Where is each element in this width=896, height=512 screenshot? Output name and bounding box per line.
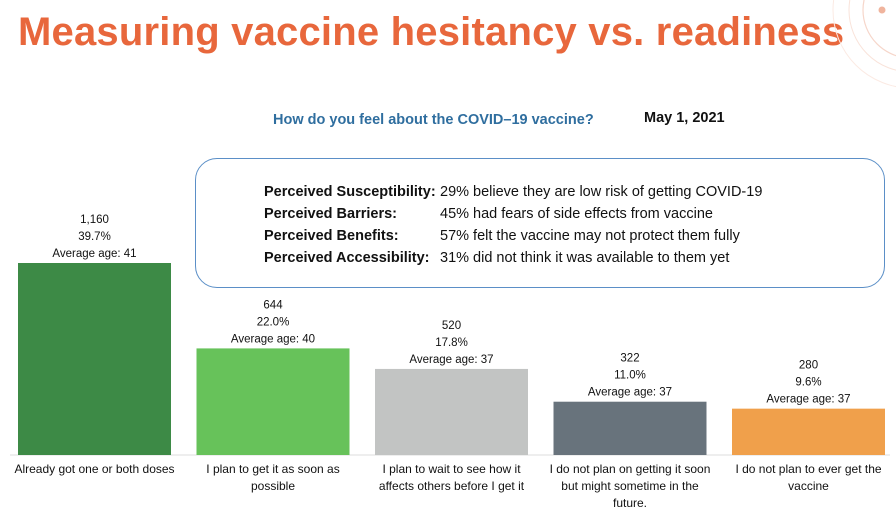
category-label-3: I plan to wait to see how it affects oth… bbox=[378, 462, 525, 493]
info-label: Perceived Susceptibility: bbox=[264, 184, 436, 200]
bar-2-age-label: Average age: 40 bbox=[231, 333, 315, 345]
bar-3-percent-label: 17.8% bbox=[435, 337, 468, 349]
bar-1 bbox=[18, 263, 171, 455]
health-belief-info-box: Perceived Susceptibility: 29% believe the… bbox=[195, 158, 885, 288]
bar-2 bbox=[196, 348, 350, 455]
info-row-accessibility: Perceived Accessibility: 31% did not thin… bbox=[264, 250, 729, 266]
bar-3-age-label: Average age: 37 bbox=[409, 354, 493, 366]
bar-3 bbox=[375, 368, 528, 455]
bar-5-age-label: Average age: 37 bbox=[766, 394, 850, 406]
bar-2-percent-label: 22.0% bbox=[257, 316, 290, 328]
chart-date: May 1, 2021 bbox=[644, 110, 725, 126]
bar-1-percent-label: 39.7% bbox=[78, 231, 111, 243]
bar-5 bbox=[732, 408, 885, 455]
info-value: 31% did not think it was available to th… bbox=[440, 250, 730, 266]
info-row-barriers: Perceived Barriers: 45% had fears of side… bbox=[264, 206, 713, 222]
bar-2-count-label: 644 bbox=[263, 299, 283, 311]
info-label: Perceived Barriers: bbox=[264, 206, 397, 222]
bar-4-age-label: Average age: 37 bbox=[588, 387, 672, 399]
bar-1-age-label: Average age: 41 bbox=[52, 248, 136, 260]
bar-4 bbox=[553, 401, 707, 455]
bar-4-percent-label: 11.0% bbox=[614, 370, 646, 382]
info-label: Perceived Benefits: bbox=[264, 228, 399, 244]
bar-1-count-label: 1,160 bbox=[80, 214, 109, 226]
info-value: 29% believe they are low risk of getting… bbox=[440, 184, 763, 200]
category-label-4: I do not plan on getting it soon but mig… bbox=[549, 462, 711, 510]
chart-title: How do you feel about the COVID–19 vacci… bbox=[273, 112, 594, 128]
decorative-arcs bbox=[832, 0, 896, 88]
bar-5-percent-label: 9.6% bbox=[795, 377, 821, 389]
page-title: Measuring vaccine hesitancy vs. readines… bbox=[18, 10, 845, 54]
category-label-5: I do not plan to ever get the vaccine bbox=[735, 462, 882, 493]
bar-3-count-label: 520 bbox=[442, 320, 461, 332]
info-label: Perceived Accessibility: bbox=[264, 250, 430, 266]
info-value: 57% felt the vaccine may not protect the… bbox=[440, 228, 740, 244]
category-label-1: Already got one or both doses bbox=[14, 462, 175, 476]
bar-4-count-label: 322 bbox=[620, 353, 639, 365]
category-label-2: I plan to get it as soon as possible bbox=[206, 462, 340, 493]
info-value: 45% had fears of side effects from vacci… bbox=[440, 206, 713, 222]
info-row-susceptibility: Perceived Susceptibility: 29% believe the… bbox=[264, 184, 762, 200]
info-row-benefits: Perceived Benefits: 57% felt the vaccine … bbox=[264, 228, 740, 244]
bar-5-count-label: 280 bbox=[799, 360, 818, 372]
